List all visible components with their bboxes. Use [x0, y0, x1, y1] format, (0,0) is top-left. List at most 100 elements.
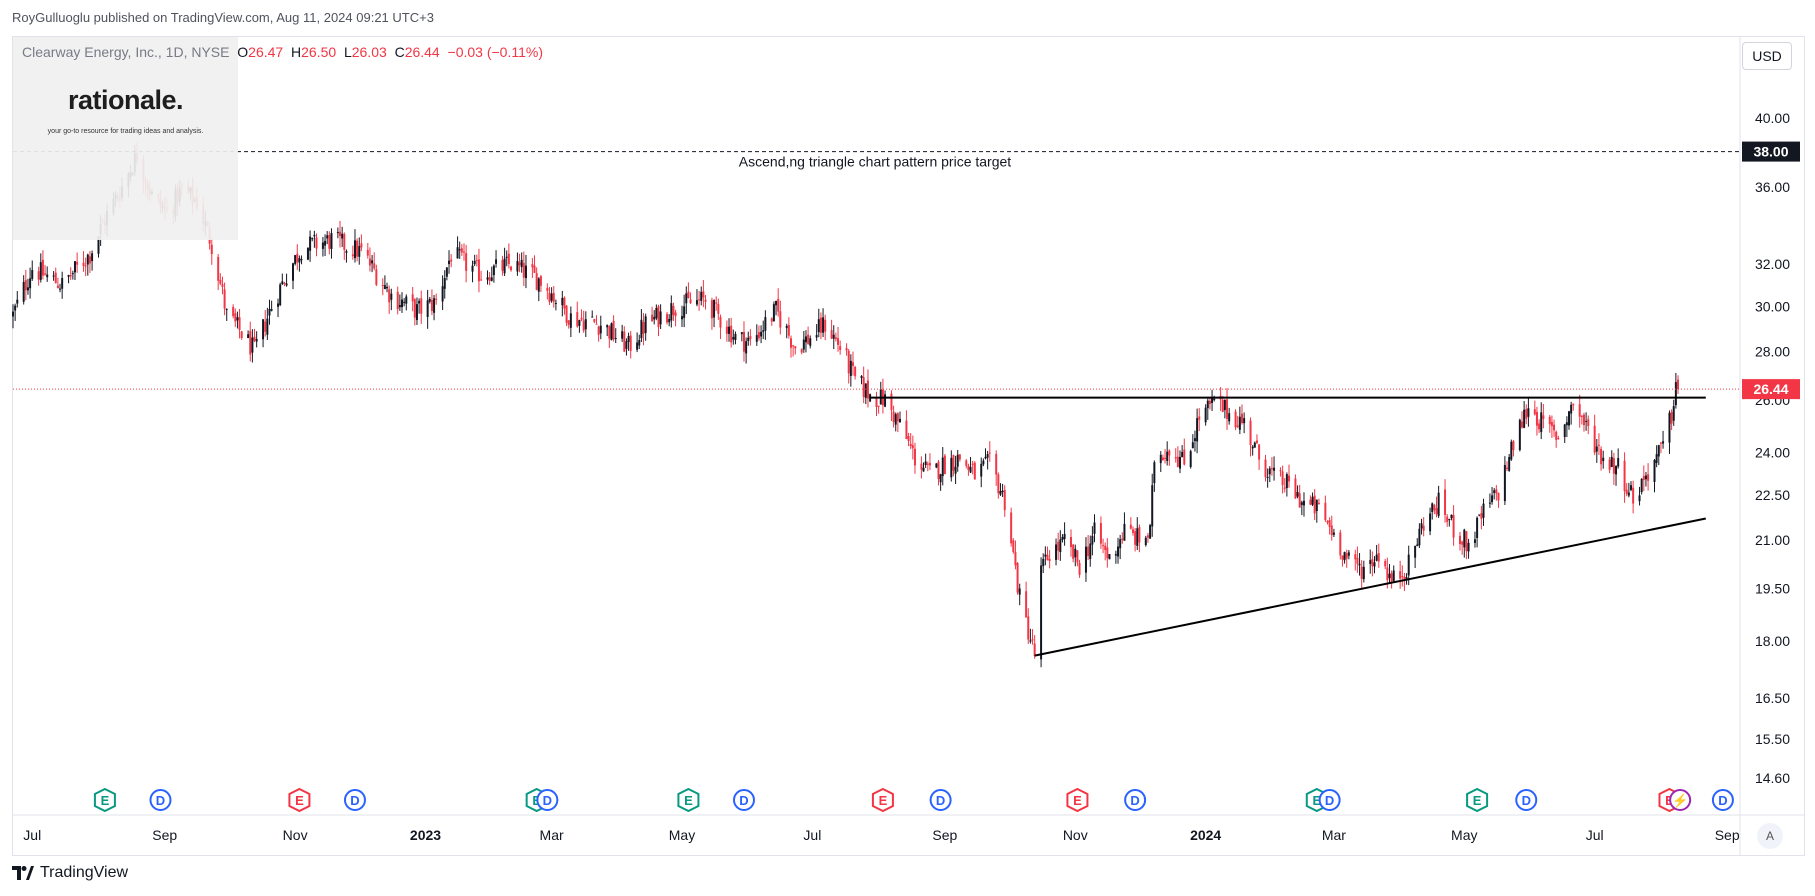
candle [1570, 401, 1573, 425]
candle [255, 331, 258, 348]
candle [1234, 409, 1237, 431]
candle [655, 304, 658, 321]
candle [792, 344, 795, 357]
support-trendline[interactable] [1034, 517, 1707, 657]
candle [725, 320, 728, 342]
candle [636, 332, 639, 353]
candle [1627, 482, 1630, 498]
candle [1369, 549, 1372, 574]
time-tick-label: May [1451, 827, 1477, 843]
dividend-icon[interactable]: D [732, 789, 755, 811]
candle [420, 290, 423, 324]
price-axis[interactable]: 40.0036.0032.0030.0028.0026.0024.0022.50… [13, 37, 1804, 855]
currency-button[interactable]: USD [1742, 42, 1792, 70]
candle [928, 453, 931, 471]
candle [46, 266, 49, 282]
candle [368, 247, 371, 272]
price-tick-label: 36.00 [1755, 179, 1790, 195]
candle [651, 306, 654, 322]
time-axis[interactable]: Jul Sep Nov 2023 Mar May Jul Sep Nov 2024 Mar May Ju… [23, 827, 1740, 843]
candle [1119, 534, 1122, 560]
candle [775, 300, 778, 316]
earnings-icon[interactable]: E [1466, 787, 1489, 813]
candle [1512, 439, 1515, 457]
candle [401, 292, 404, 313]
split-icon[interactable]: ⚡ [1669, 789, 1692, 811]
candle [1288, 464, 1291, 488]
candle [1123, 512, 1126, 541]
candle [428, 296, 431, 304]
dividend-icon[interactable]: D [343, 789, 366, 811]
candle [1315, 499, 1318, 523]
candle [1623, 452, 1626, 503]
earnings-icon[interactable]: E [1066, 787, 1089, 813]
candle [1640, 478, 1643, 495]
dividend-icon[interactable]: D [536, 789, 559, 811]
earnings-icon[interactable]: E [288, 787, 311, 813]
dividend-icon[interactable]: D [1318, 789, 1341, 811]
candle [777, 288, 780, 317]
candle [832, 325, 835, 350]
dividend-icon[interactable]: D [1515, 789, 1538, 811]
candle [433, 294, 436, 321]
dividend-icon[interactable]: D [929, 789, 952, 811]
candle [845, 343, 848, 356]
candle [875, 391, 878, 417]
candle [1268, 466, 1271, 483]
candle [403, 298, 406, 307]
candle [375, 264, 378, 287]
candle [516, 252, 519, 276]
candle [817, 308, 820, 338]
candle [995, 450, 998, 486]
candle [1659, 442, 1662, 454]
candle [787, 317, 790, 339]
earnings-icon[interactable]: E [677, 787, 700, 813]
earnings-icon[interactable]: E [93, 787, 116, 813]
dividend-icon[interactable]: D [1124, 789, 1147, 811]
earnings-icon[interactable]: E [871, 787, 894, 813]
candle [386, 282, 389, 293]
candle [680, 305, 683, 327]
candle [311, 237, 314, 242]
candle [281, 273, 284, 285]
candle [1208, 397, 1211, 410]
candle [1600, 446, 1603, 471]
candle [1542, 404, 1545, 429]
candle [535, 267, 538, 291]
candle [1153, 460, 1156, 492]
candle [1055, 538, 1058, 566]
candle [524, 254, 527, 289]
candle [710, 297, 713, 330]
candle [1597, 433, 1600, 455]
dividend-icon[interactable]: D [149, 789, 172, 811]
candle [1523, 401, 1526, 429]
tradingview-footer[interactable]: TradingView [12, 864, 128, 882]
candle [219, 273, 222, 286]
low-value: 26.03 [351, 44, 387, 60]
candle [794, 346, 797, 355]
dividend-icon[interactable]: D [1711, 789, 1734, 811]
svg-text:⚡: ⚡ [1672, 793, 1688, 809]
candle [298, 255, 301, 272]
candle [351, 245, 354, 260]
candle [689, 292, 692, 304]
price-labels: 38.00 26.44 [1742, 141, 1800, 400]
auto-scale-button[interactable]: A [1757, 823, 1783, 849]
candle [674, 309, 677, 327]
candle [1117, 537, 1120, 564]
time-tick-label: Jul [23, 827, 41, 843]
candle [1354, 549, 1357, 571]
candle [881, 378, 884, 414]
candle [54, 267, 57, 284]
candle [1285, 472, 1288, 497]
candle [732, 329, 735, 345]
candle [501, 255, 504, 276]
candle [642, 313, 645, 346]
candle [971, 460, 974, 475]
candle [1084, 537, 1087, 582]
candle [1087, 535, 1090, 561]
candle [1198, 408, 1201, 432]
candle [1580, 414, 1583, 425]
candle [405, 294, 408, 311]
